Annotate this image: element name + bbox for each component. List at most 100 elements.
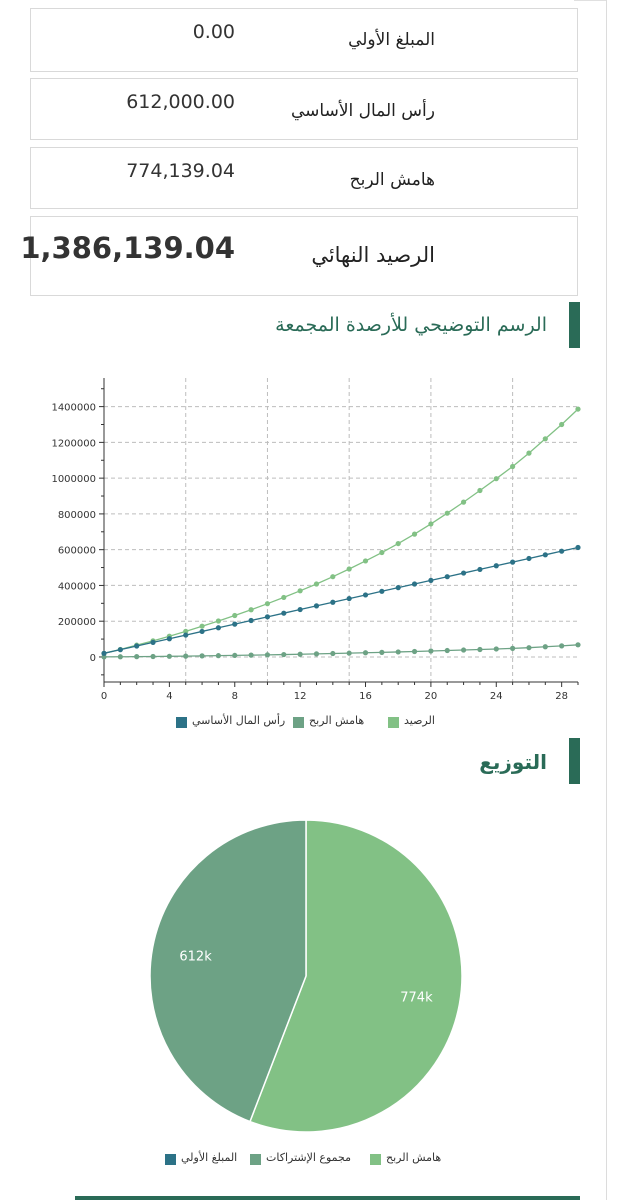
data-point	[166, 636, 172, 642]
data-point	[559, 643, 565, 649]
data-point	[183, 632, 189, 638]
data-point	[493, 476, 499, 482]
final-balance-row: الرصيد النهائي 1,386,139.04	[20, 216, 578, 296]
data-point	[542, 552, 548, 558]
data-point	[477, 487, 483, 494]
data-point	[526, 555, 532, 562]
data-point	[526, 645, 532, 651]
frame-top-rule	[574, 0, 607, 1]
x-tick-label: 8	[232, 691, 238, 700]
data-point	[379, 588, 385, 594]
data-point	[281, 651, 287, 658]
pie-chart-title: التوزيع	[479, 750, 547, 774]
data-point	[101, 650, 107, 656]
data-point	[526, 450, 532, 456]
data-point	[395, 585, 401, 591]
data-point	[264, 614, 271, 620]
data-point	[248, 607, 254, 613]
data-point	[444, 574, 450, 580]
final-balance-value: 1,386,139.04	[20, 231, 235, 265]
frame-right-rule	[606, 0, 607, 1200]
data-point	[330, 574, 336, 580]
legend-label: هامش الربح	[386, 1151, 442, 1164]
data-point	[411, 531, 418, 537]
y-tick-label: 200000	[58, 617, 96, 628]
data-point	[477, 566, 483, 573]
data-point	[575, 406, 581, 412]
legend-label: المبلغ الأولي	[181, 1151, 238, 1164]
pie-chart-heading: التوزيع	[0, 738, 627, 786]
legend-swatch	[176, 717, 187, 728]
legend-swatch	[250, 1154, 261, 1165]
y-tick-label: 1400000	[51, 403, 96, 414]
initial-amount-label: المبلغ الأولي	[348, 30, 435, 50]
profit-margin-label: هامش الربح	[349, 170, 435, 190]
data-point	[395, 649, 401, 655]
data-point	[362, 558, 369, 564]
data-point	[281, 610, 287, 616]
legend-label: مجموع الإشتراكات	[266, 1151, 352, 1164]
legend-label: هامش الربح	[309, 714, 365, 727]
pie-slice-label: 612k	[179, 949, 212, 964]
legend-item[interactable]: المبلغ الأولي	[165, 1150, 280, 1170]
y-tick-label: 0	[90, 653, 96, 664]
data-point	[559, 421, 565, 428]
data-point	[313, 603, 320, 609]
data-point	[117, 654, 123, 660]
data-point	[460, 647, 467, 653]
data-point	[575, 544, 581, 551]
data-point	[264, 652, 271, 658]
x-tick-label: 12	[294, 691, 307, 700]
data-point	[477, 646, 483, 653]
heading-accent-bar	[569, 302, 580, 348]
pie-slice	[149, 819, 307, 1123]
data-point	[559, 548, 565, 554]
x-tick-label: 4	[166, 691, 172, 700]
legend-swatch	[370, 1154, 381, 1165]
x-tick-label: 28	[555, 691, 568, 700]
data-point	[379, 649, 385, 655]
profit-margin-row: هامش الربح 774,139.04	[30, 147, 578, 209]
data-point	[362, 592, 369, 598]
legend-item[interactable]: الرصيد	[388, 713, 478, 733]
data-point	[281, 594, 287, 601]
capital-label: رأس المال الأساسي	[290, 101, 435, 121]
y-tick-label: 1000000	[51, 474, 96, 485]
x-tick-label: 16	[359, 691, 372, 700]
data-point	[510, 559, 516, 565]
legend-swatch	[293, 717, 304, 728]
legend-label: رأس المال الأساسي	[192, 714, 286, 727]
legend-item[interactable]: رأس المال الأساسي	[176, 713, 285, 733]
data-point	[346, 595, 352, 602]
legend-item[interactable]: هامش الربح	[370, 1150, 485, 1170]
data-point	[411, 648, 418, 655]
data-point	[134, 654, 140, 660]
data-point	[428, 648, 434, 654]
series-line	[103, 408, 579, 654]
series-line	[103, 644, 579, 658]
data-point	[199, 623, 205, 629]
line-chart-legend: الرصيد هامش الربح رأس المال الأساسي	[0, 713, 627, 733]
data-point	[460, 499, 467, 505]
data-point	[493, 646, 499, 652]
profit-margin-value: 774,139.04	[126, 160, 235, 182]
data-point	[264, 601, 271, 607]
data-point	[362, 650, 369, 656]
x-tick-label: 24	[490, 691, 503, 700]
data-point	[428, 521, 434, 527]
legend-label: الرصيد	[404, 714, 435, 727]
capital-value: 612,000.00	[126, 91, 235, 113]
data-point	[542, 436, 548, 442]
legend-item[interactable]: هامش الربح	[293, 713, 383, 733]
legend-item[interactable]: مجموع الإشتراكات	[250, 1150, 365, 1170]
data-point	[166, 653, 172, 659]
data-point	[232, 652, 238, 659]
series-line	[103, 546, 579, 654]
data-point	[460, 570, 467, 576]
heading-accent-bar	[569, 738, 580, 784]
legend-swatch	[165, 1154, 176, 1165]
data-point	[199, 653, 205, 659]
data-point	[248, 617, 254, 624]
pie-chart-legend: هامش الربح مجموع الإشتراكات المبلغ الأولي	[0, 1150, 627, 1170]
line-chart-heading: الرسم التوضيحي للأرصدة المجمعة	[0, 302, 627, 350]
